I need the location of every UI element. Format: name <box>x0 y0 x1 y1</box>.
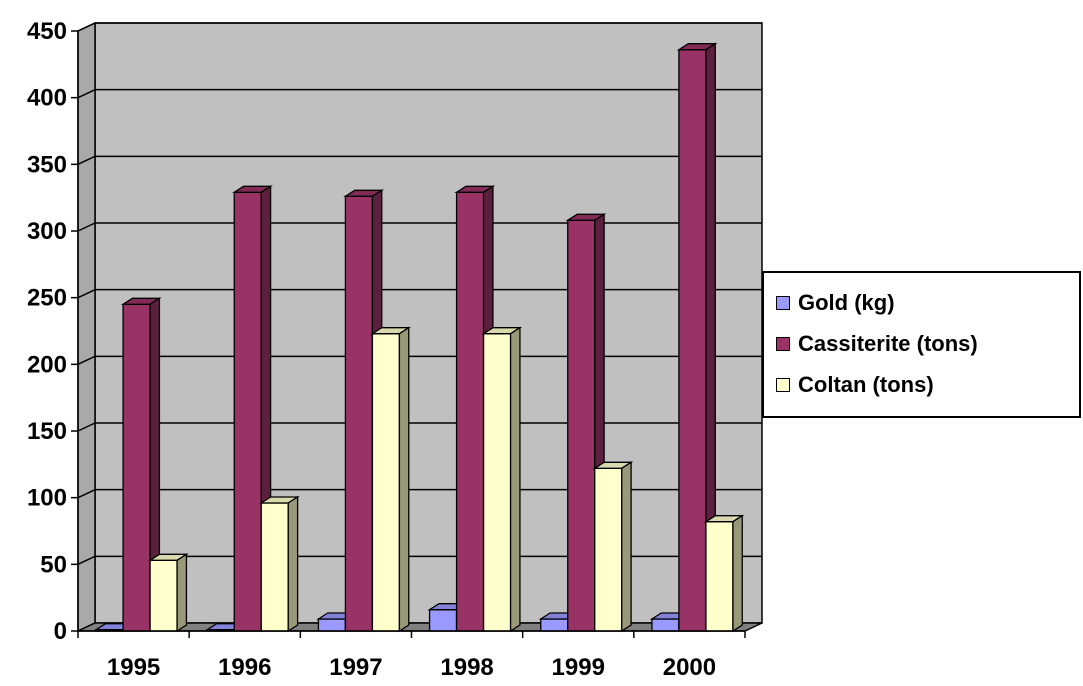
bar-side <box>287 495 299 633</box>
bar-1995-1 <box>120 297 162 633</box>
y-tick-label: 100 <box>27 485 67 512</box>
y-tick-label: 150 <box>27 418 67 445</box>
bar-front <box>233 191 262 632</box>
legend-item-coltan: Coltan (tons) <box>776 370 934 400</box>
bar-2000-2 <box>703 514 745 633</box>
gridline-side <box>77 488 96 499</box>
bar-1999-2 <box>592 461 634 633</box>
axes <box>71 30 746 638</box>
bar-side <box>732 514 743 633</box>
gridline-side <box>77 88 96 99</box>
bar-front <box>260 502 289 632</box>
y-tick-label: 300 <box>27 218 67 245</box>
bar-front <box>651 618 680 632</box>
legend-swatch-cassiterite <box>776 337 790 351</box>
gridline-side <box>77 22 96 32</box>
y-tick-label: 0 <box>54 618 67 645</box>
y-tick-label: 350 <box>27 151 67 178</box>
bar-front <box>567 219 596 632</box>
bar-side <box>621 461 632 633</box>
bar-1996-2 <box>259 495 300 633</box>
bar-front <box>371 333 401 632</box>
back-wall <box>94 22 763 624</box>
bar-1998-2 <box>481 326 523 633</box>
legend: Gold (kg) Cassiterite (tons) Coltan (ton… <box>762 271 1081 418</box>
bar-front <box>428 609 458 632</box>
gridline-side <box>77 555 96 566</box>
bars-group <box>93 42 745 633</box>
gridlines <box>77 22 762 566</box>
chart-walls <box>77 21 763 633</box>
x-tick-label: 1996 <box>218 654 271 681</box>
bar-side <box>398 326 410 633</box>
bar-2000-1 <box>676 42 718 633</box>
legend-label-coltan: Coltan (tons) <box>798 372 934 397</box>
bar-front <box>317 618 347 632</box>
gridline-side <box>77 222 96 232</box>
y-tick-label: 400 <box>27 85 67 112</box>
side-wall <box>77 21 96 633</box>
bar-1995-2 <box>147 553 189 633</box>
bar-front <box>149 559 178 632</box>
y-axis-ticks: 0 50 100 150 200 250 300 350 400 450 <box>27 18 67 645</box>
y-tick-label: 250 <box>27 285 67 312</box>
legend-label-cassiterite: Cassiterite (tons) <box>798 331 978 356</box>
x-tick-label: 1998 <box>440 654 493 681</box>
legend-label-gold: Gold (kg) <box>798 290 895 315</box>
legend-swatch-coltan <box>776 378 790 392</box>
y-tick-label: 450 <box>27 18 67 45</box>
bar-front <box>705 521 734 632</box>
bar-side <box>509 326 521 633</box>
x-axis-ticks: 1995 1996 1997 1998 1999 2000 <box>107 654 716 681</box>
x-tick-label: 1997 <box>329 654 382 681</box>
bar-front <box>344 195 374 632</box>
gridline-side <box>77 288 96 299</box>
gridline-side <box>77 155 96 166</box>
legend-swatch-gold <box>776 296 790 310</box>
bar-front <box>540 618 569 632</box>
x-tick-label: 1999 <box>552 654 605 681</box>
bar-1997-2 <box>370 326 411 633</box>
gridline-side <box>77 355 96 366</box>
bar-front <box>482 333 512 632</box>
legend-item-gold: Gold (kg) <box>776 288 895 318</box>
bar-front <box>594 467 623 632</box>
bar-front <box>678 49 707 632</box>
bar-front <box>455 191 485 632</box>
bar-front <box>122 303 151 632</box>
legend-item-cassiterite: Cassiterite (tons) <box>776 329 978 359</box>
bar-side <box>176 553 188 633</box>
x-tick-label: 1995 <box>107 654 160 681</box>
gridline-side <box>77 422 96 432</box>
y-tick-label: 200 <box>27 351 67 378</box>
x-tick-label: 2000 <box>663 654 716 681</box>
y-tick-label: 50 <box>40 551 67 578</box>
